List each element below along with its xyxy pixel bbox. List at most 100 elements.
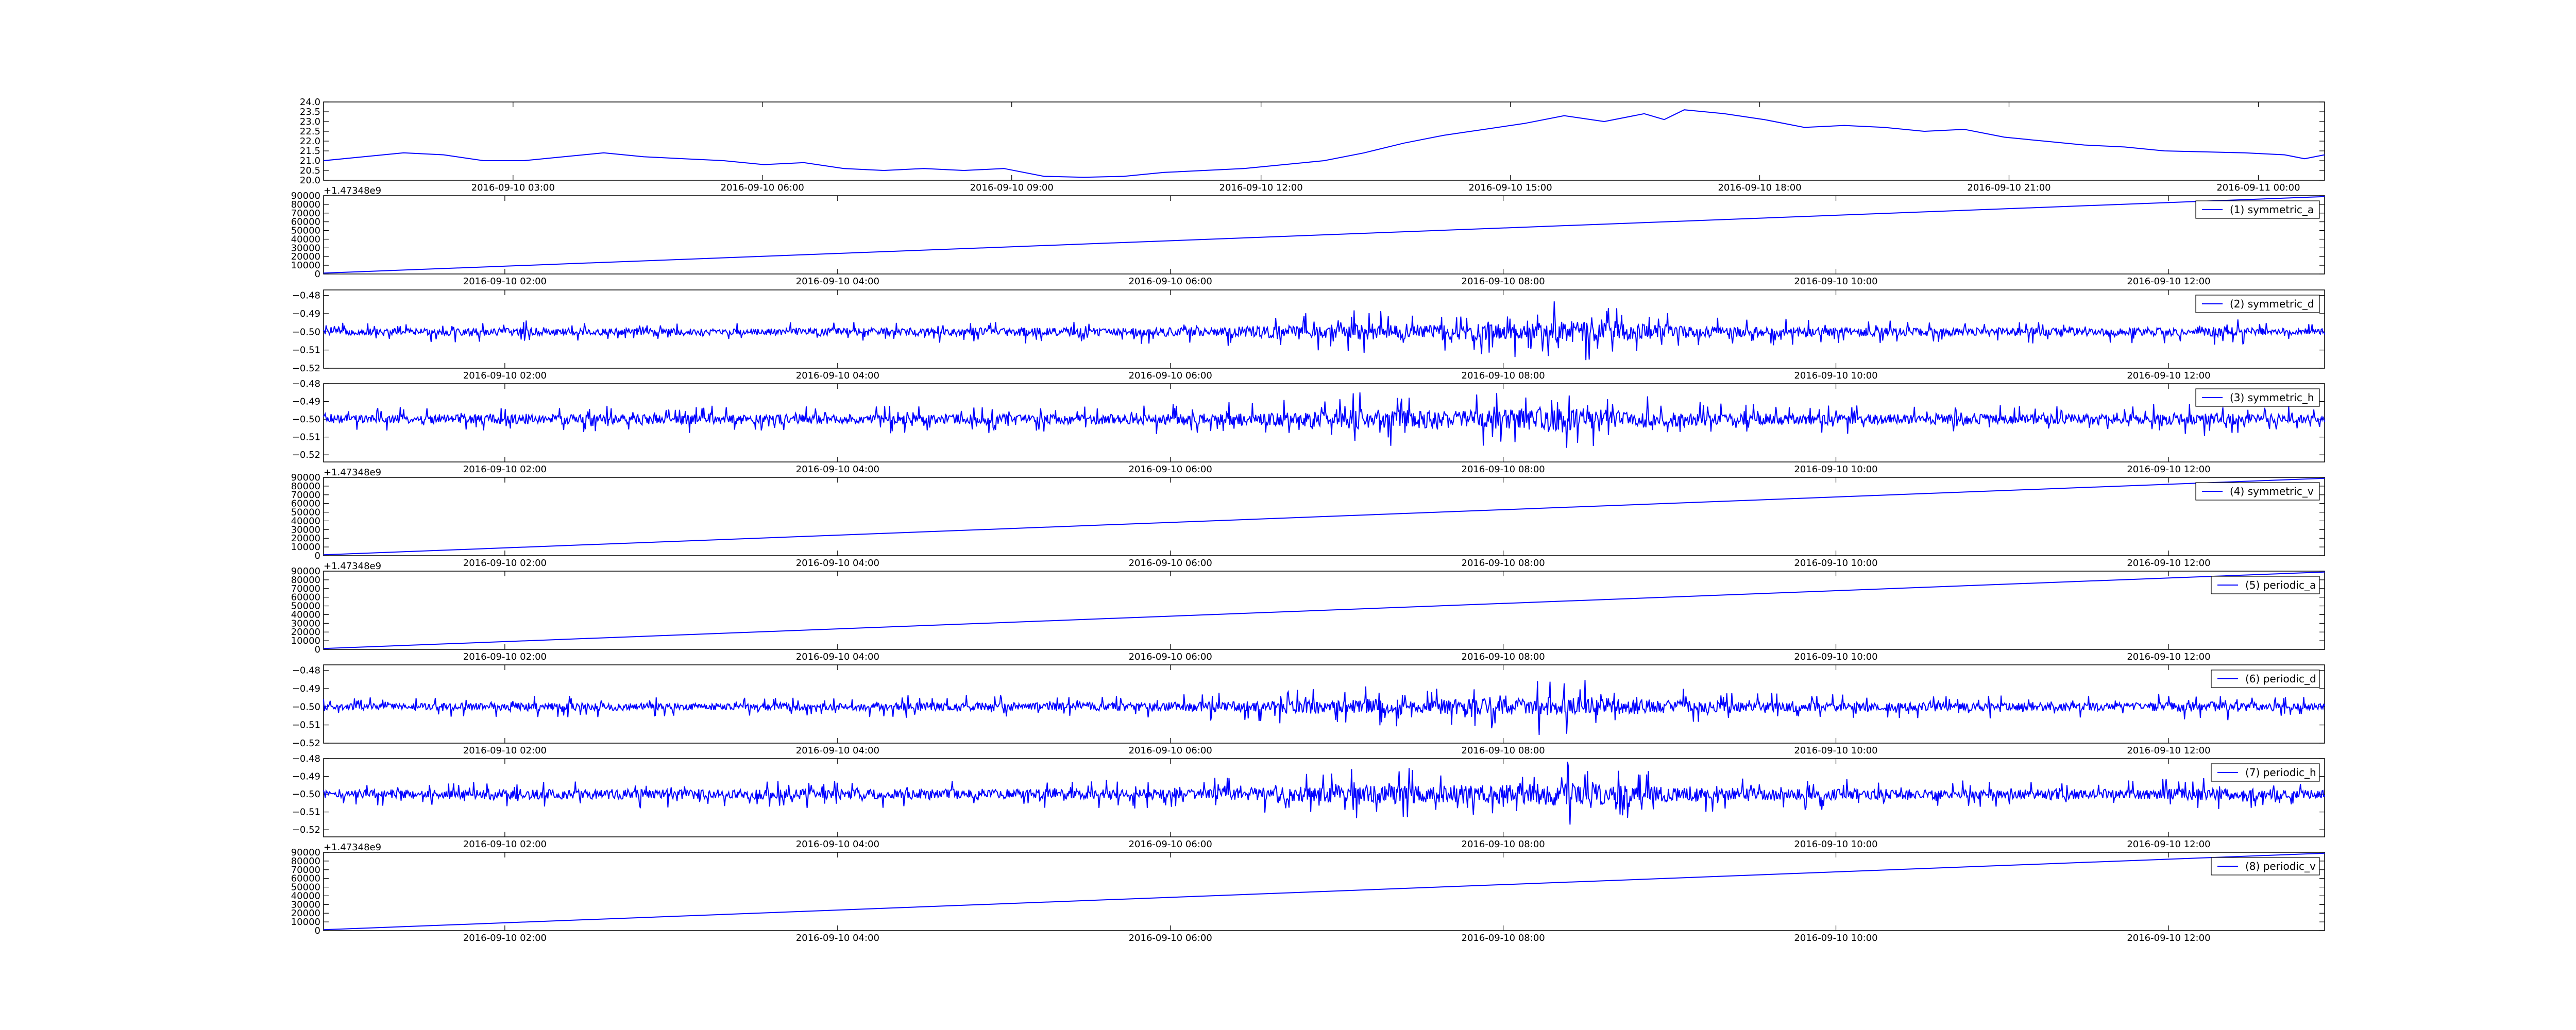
x-tick-label: 2016-09-10 10:00 — [1794, 276, 1877, 287]
legend-label: (1) symmetric_a — [2230, 203, 2314, 216]
y-tick-label: 21.0 — [300, 156, 320, 166]
y-tick-label: −0.52 — [292, 738, 320, 749]
y-tick-label: 80000 — [291, 575, 320, 586]
y-tick-label: 40000 — [291, 516, 320, 526]
x-tick-label: 2016-09-10 12:00 — [2127, 839, 2210, 850]
legend-box — [2211, 576, 2320, 594]
y-tick-label: 10000 — [291, 260, 320, 271]
y-tick-label: −0.49 — [292, 683, 320, 694]
x-tick-label: 2016-09-10 12:00 — [2127, 276, 2210, 287]
x-tick-label: 2016-09-10 03:00 — [471, 182, 555, 193]
y-tick-label: −0.48 — [292, 753, 320, 764]
y-tick-label: −0.52 — [292, 363, 320, 374]
legend: (7) periodic_h — [2211, 763, 2320, 782]
y-offset-text: +1.47348e9 — [324, 842, 381, 853]
y-tick-label: −0.51 — [292, 720, 320, 731]
series-line-8 — [323, 761, 2325, 825]
series-line-5 — [323, 477, 2325, 556]
subplot-4: −0.52 −0.51 −0.50 −0.49 −0.48 2016-09-10 02:0… — [292, 379, 2325, 475]
y-tick-label: 60000 — [291, 592, 320, 603]
y-tick-label: 30000 — [291, 524, 320, 535]
axes-frame — [323, 477, 2325, 556]
x-tick-label: 2016-09-10 12:00 — [2127, 370, 2210, 381]
y-tick-label: −0.51 — [292, 432, 320, 443]
x-tick-label: 2016-09-10 04:00 — [796, 839, 879, 850]
y-tick-label: 22.0 — [300, 136, 320, 147]
x-tick-label: 2016-09-10 02:00 — [463, 651, 547, 662]
y-tick-label: 23.0 — [300, 116, 320, 127]
series-line-9 — [323, 852, 2325, 931]
x-tick-label: 2016-09-10 12:00 — [1219, 182, 1303, 193]
x-tick-label: 2016-09-10 06:00 — [1129, 745, 1212, 756]
y-tick-label: −0.51 — [292, 345, 320, 356]
y-tick-label: 90000 — [291, 847, 320, 858]
y-tick-label: −0.48 — [292, 665, 320, 676]
x-tick-label: 2016-09-10 02:00 — [463, 558, 547, 569]
x-tick-label: 2016-09-10 06:00 — [1129, 558, 1212, 569]
legend-label: (4) symmetric_v — [2230, 485, 2314, 497]
legend-label: (7) periodic_h — [2245, 766, 2316, 779]
y-tick-label: −0.48 — [292, 290, 320, 301]
y-tick-label: 50000 — [291, 226, 320, 236]
y-offset-text: +1.47348e9 — [324, 467, 381, 478]
x-tick-label: 2016-09-10 02:00 — [463, 276, 547, 287]
x-tick-label: 2016-09-10 08:00 — [1462, 745, 1545, 756]
legend: (4) symmetric_v — [2195, 482, 2320, 501]
axes-frame — [323, 195, 2325, 274]
x-tick-label: 2016-09-10 12:00 — [2127, 558, 2210, 569]
x-tick-label: 2016-09-10 10:00 — [1794, 839, 1877, 850]
y-tick-label: 10000 — [291, 917, 320, 928]
x-tick-label: 2016-09-10 18:00 — [1718, 182, 1801, 193]
y-tick-label: −0.50 — [292, 414, 320, 425]
x-tick-label: 2016-09-10 08:00 — [1462, 933, 1545, 943]
legend-label: (5) periodic_a — [2245, 579, 2316, 591]
y-tick-label: 30000 — [291, 243, 320, 253]
subplot-5: 0100002000030000400005000060000700008000… — [291, 467, 2325, 569]
x-tick-label: 2016-09-10 04:00 — [796, 464, 879, 475]
x-tick-label: 2016-09-10 02:00 — [463, 745, 547, 756]
series-line-4 — [323, 392, 2325, 448]
y-tick-label: 70000 — [291, 583, 320, 594]
y-tick-label: −0.50 — [292, 327, 320, 337]
axes-frame — [323, 289, 2325, 369]
y-tick-label: 90000 — [291, 191, 320, 201]
x-tick-label: 2016-09-10 12:00 — [2127, 745, 2210, 756]
subplot-8: −0.52 −0.51 −0.50 −0.49 −0.48 2016-09-10 02:0… — [292, 753, 2325, 850]
y-tick-label: 30000 — [291, 899, 320, 910]
y-tick-label: −0.50 — [292, 701, 320, 712]
x-tick-label: 2016-09-10 02:00 — [463, 933, 547, 943]
x-tick-label: 2016-09-10 08:00 — [1462, 276, 1545, 287]
x-tick-label: 2016-09-10 10:00 — [1794, 370, 1877, 381]
axes-frame — [323, 852, 2325, 931]
x-tick-label: 2016-09-10 02:00 — [463, 464, 547, 475]
y-tick-label: −0.52 — [292, 450, 320, 460]
subplot-9: 0100002000030000400005000060000700008000… — [291, 842, 2325, 943]
y-tick-label: 23.5 — [300, 107, 320, 117]
legend: (3) symmetric_h — [2195, 388, 2320, 407]
x-tick-label: 2016-09-10 06:00 — [1129, 651, 1212, 662]
y-tick-label: 0 — [315, 551, 320, 561]
y-tick-label: 60000 — [291, 873, 320, 884]
subplot-2: 0100002000030000400005000060000700008000… — [291, 185, 2325, 287]
axes-frame — [323, 383, 2325, 462]
x-tick-label: 2016-09-10 04:00 — [796, 745, 879, 756]
subplot-stack: 20.020.521.021.522.022.523.023.524.0 2016… — [291, 97, 2325, 943]
x-tick-label: 2016-09-10 21:00 — [1967, 182, 2050, 193]
legend-label: (8) periodic_v — [2245, 860, 2316, 872]
y-tick-label: 40000 — [291, 890, 320, 901]
y-tick-label: 50000 — [291, 507, 320, 518]
legend-label: (3) symmetric_h — [2230, 391, 2314, 404]
subplot-1: 20.020.521.021.522.022.523.023.524.0 2016… — [300, 97, 2325, 193]
legend: (2) symmetric_d — [2195, 295, 2320, 313]
y-tick-label: −0.52 — [292, 825, 320, 835]
x-tick-label: 2016-09-10 12:00 — [2127, 933, 2210, 943]
x-tick-label: 2016-09-10 10:00 — [1794, 651, 1877, 662]
y-tick-label: 50000 — [291, 601, 320, 612]
x-tick-label: 2016-09-10 08:00 — [1462, 839, 1545, 850]
x-tick-label: 2016-09-10 08:00 — [1462, 464, 1545, 475]
y-tick-label: 20.0 — [300, 175, 320, 186]
y-tick-label: 40000 — [291, 234, 320, 245]
subplot-7: −0.52 −0.51 −0.50 −0.49 −0.48 2016-09-10 02:0… — [292, 664, 2325, 756]
x-tick-label: 2016-09-10 02:00 — [463, 370, 547, 381]
x-tick-label: 2016-09-10 06:00 — [1129, 276, 1212, 287]
